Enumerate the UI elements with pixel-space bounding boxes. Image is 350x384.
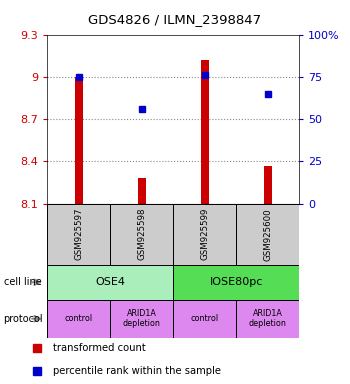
Bar: [110, 204, 173, 265]
Text: GSM925600: GSM925600: [263, 208, 272, 261]
Bar: [47, 204, 110, 265]
Bar: [173, 265, 299, 300]
Text: control: control: [65, 314, 93, 323]
Text: ARID1A
depletion: ARID1A depletion: [249, 309, 287, 328]
Bar: [236, 204, 299, 265]
Text: percentile rank within the sample: percentile rank within the sample: [53, 366, 221, 376]
Bar: [264, 166, 272, 204]
Text: ARID1A
depletion: ARID1A depletion: [123, 309, 161, 328]
Text: GSM925598: GSM925598: [137, 208, 146, 260]
Text: OSE4: OSE4: [95, 277, 125, 287]
Text: cell line: cell line: [4, 277, 41, 287]
Bar: [173, 204, 236, 265]
Bar: [47, 300, 110, 338]
Bar: [201, 60, 209, 204]
Text: GSM925599: GSM925599: [200, 208, 209, 260]
Bar: [110, 300, 173, 338]
Text: transformed count: transformed count: [53, 343, 146, 353]
Text: control: control: [191, 314, 219, 323]
Text: GDS4826 / ILMN_2398847: GDS4826 / ILMN_2398847: [89, 13, 261, 26]
Text: IOSE80pc: IOSE80pc: [210, 277, 263, 287]
Bar: [236, 300, 299, 338]
Bar: [75, 77, 83, 204]
Text: protocol: protocol: [4, 314, 43, 324]
Text: GSM925597: GSM925597: [74, 208, 83, 260]
Bar: [47, 265, 173, 300]
Bar: [138, 178, 146, 204]
Bar: [173, 300, 236, 338]
